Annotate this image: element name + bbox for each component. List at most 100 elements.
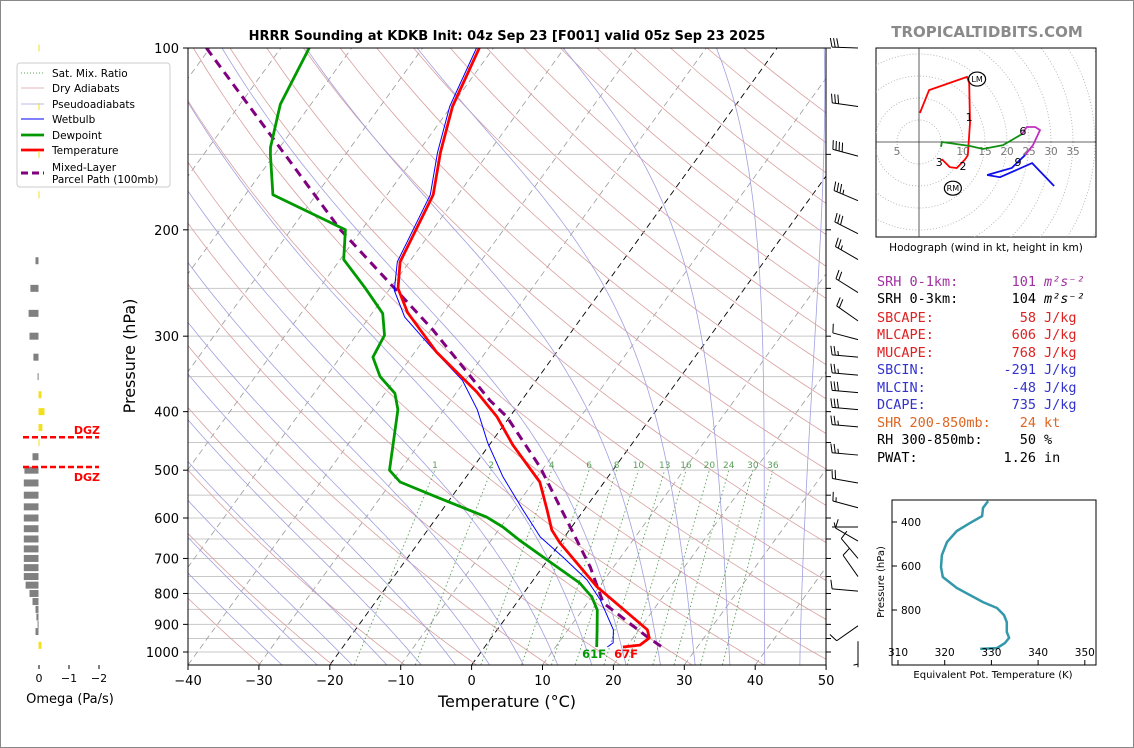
mixing-ratio-label: 13: [659, 461, 670, 471]
stat-value: -291: [1003, 362, 1036, 378]
hodograph-height-label: 6: [1019, 125, 1026, 138]
legend-label: Temperature: [51, 145, 119, 157]
dry-adiabat: [229, 48, 826, 581]
dry-adiabat: [188, 100, 826, 660]
skew-t-plot: 1 2 4 6 8 10 13 16 20 24 30 36 −40 −30 −20 −10 0 10 20 30 4…: [120, 37, 859, 711]
stat-row: SHR 200-850mb: 24 kt: [877, 415, 1060, 431]
stat-unit: J/kg: [1044, 345, 1077, 361]
dry-adiabat: [188, 406, 477, 665]
y-tick-label: 100: [154, 42, 179, 57]
mixing-ratio-line: [700, 470, 754, 665]
y-tick-label: 800: [154, 587, 179, 602]
y-axis-label: Pressure (hPa): [120, 299, 139, 414]
theta-x-tick-label: 310: [888, 647, 908, 659]
x-tick-label: 0: [467, 674, 475, 689]
omega-bar: [32, 598, 39, 606]
y-tick-label: 300: [154, 330, 179, 345]
omega-bar: [23, 525, 39, 533]
y-tick-label: 700: [154, 552, 179, 567]
dry-adiabat: [303, 48, 826, 506]
stat-value: 735: [1012, 397, 1036, 413]
hodograph-ring-label: 30: [1044, 146, 1057, 158]
x-tick-label: 10: [534, 674, 551, 689]
mixing-ratio-label: 36: [767, 461, 779, 471]
mixing-ratio-label: 20: [704, 461, 716, 471]
omega-bar: [38, 641, 42, 649]
dry-adiabat: [339, 48, 826, 470]
theta-y-tick-label: 400: [901, 517, 921, 529]
stat-unit: kt: [1044, 415, 1060, 431]
dry-adiabat: [188, 345, 549, 665]
wind-barb: [832, 491, 859, 509]
y-tick-label: 900: [154, 618, 179, 633]
omega-bar: [30, 284, 39, 292]
stat-label: SRH 0-1km:: [877, 274, 958, 290]
theta-e-frame: [891, 499, 1097, 666]
omega-bar: [37, 620, 39, 628]
temperature-profile: [396, 48, 651, 649]
dgz-label: DGZ: [74, 471, 100, 484]
dry-adiabat: [266, 48, 826, 543]
storm-motion-marker: LM: [967, 71, 987, 87]
pseudoadiabat: [188, 536, 318, 665]
mixedlayer-profile: [205, 48, 663, 649]
y-tick-label: 500: [154, 464, 179, 479]
mixing-ratio-label: 10: [633, 461, 645, 471]
pseudoadiabat: [188, 572, 283, 665]
surface-temperature-label: 67F: [614, 647, 638, 661]
isotherm: [542, 273, 826, 665]
dry-adiabat: [188, 222, 693, 665]
wind-barb: [832, 522, 858, 528]
isotherm: [188, 48, 494, 471]
x-tick-label: 50: [818, 674, 835, 689]
wind-barb: [853, 641, 859, 668]
wind-barb: [835, 269, 859, 293]
legend-label-line2: Parcel Path (100mb): [52, 174, 158, 186]
omega-bar: [23, 514, 39, 522]
stats-panel: SRH 0-1km: 101 m²s⁻² SRH 0-3km: 104 m²s⁻² SBCA…: [877, 274, 1085, 466]
omega-bar: [23, 491, 39, 499]
stat-value: 58: [1020, 310, 1036, 326]
omega-panel: DGZ DGZ 0 −1 −2 Omega (Pa/s): [23, 44, 114, 707]
stat-unit: J/kg: [1044, 310, 1077, 326]
stat-value: 606: [1012, 327, 1036, 343]
omega-bar: [37, 373, 39, 381]
mixing-ratio-line: [652, 470, 710, 665]
chart-title: HRRR Sounding at KDKB Init: 04z Sep 23 […: [249, 29, 766, 44]
stat-row: RH 300-850mb: 50%: [877, 432, 1052, 448]
omega-tick-label: −1: [61, 672, 77, 685]
dry-adiabat: [449, 48, 826, 366]
theta-x-axis-label: Equivalent Pot. Temperature (K): [913, 670, 1072, 681]
mixing-ratio-label: 1: [432, 461, 438, 471]
mixing-ratio-label: 6: [586, 461, 592, 471]
mixing-ratio-line: [354, 470, 436, 665]
stat-unit: J/kg: [1044, 327, 1077, 343]
omega-tick-label: 0: [36, 672, 43, 685]
stat-label: DCAPE:: [877, 397, 926, 413]
dry-adiabat: [188, 283, 621, 665]
stat-value: 50: [1020, 432, 1036, 448]
hodograph-trace: [986, 154, 1055, 187]
dgz-label: DGZ: [74, 424, 100, 437]
wind-barb: [832, 323, 859, 341]
storm-motion-marker: RM: [943, 180, 962, 196]
stat-value: 101: [1012, 274, 1036, 290]
mixing-ratio-line: [673, 470, 730, 665]
wind-barb: [830, 363, 859, 376]
wetbulb-profile: [393, 48, 614, 648]
wind-barb: [830, 398, 859, 411]
pseudoadiabat: [188, 373, 456, 665]
legend-label: Dewpoint: [52, 130, 102, 142]
omega-bar: [38, 103, 40, 111]
pseudoadiabat: [716, 48, 766, 665]
svg-text:RM: RM: [947, 184, 960, 193]
hodograph-frame: [875, 47, 1097, 238]
hodograph-trace: [919, 75, 971, 169]
legend-label: Mixed-Layer: [52, 162, 117, 174]
omega-axis-label: Omega (Pa/s): [26, 692, 114, 707]
omega-bar: [25, 581, 39, 589]
stat-label: PWAT:: [877, 450, 918, 466]
dry-adiabat: [486, 48, 826, 332]
wind-barb: [833, 181, 859, 202]
theta-x-tick-label: 330: [981, 647, 1001, 659]
